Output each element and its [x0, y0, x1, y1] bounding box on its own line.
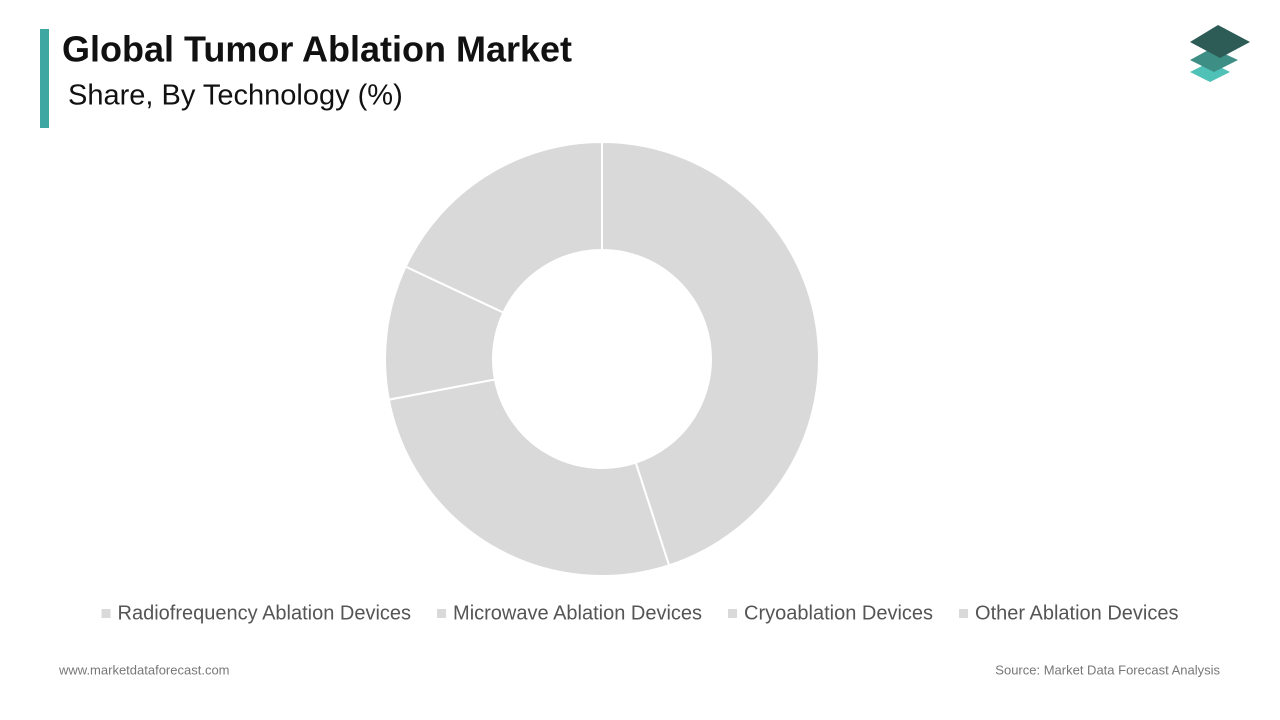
source: Source: Market Data Forecast Analysis	[995, 662, 1220, 677]
legend-label: Radiofrequency Ablation Devices	[118, 602, 412, 624]
legend-label: Cryoablation Devices	[744, 602, 933, 624]
legend-swatch	[959, 609, 969, 618]
donut-segment	[601, 140, 820, 567]
chart-subtitle: Share, By Technology (%)	[68, 80, 403, 112]
legend-label: Microwave Ablation Devices	[453, 602, 702, 624]
logo	[1190, 25, 1250, 82]
chart-title: Global Tumor Ablation Market	[62, 29, 572, 70]
legend-swatch	[101, 609, 111, 618]
legend-swatch	[728, 609, 738, 618]
title-accent	[40, 29, 49, 128]
legend: Radiofrequency Ablation Devices Microwave…	[101, 602, 1178, 624]
legend-swatch	[437, 609, 447, 618]
legend-label: Other Ablation Devices	[975, 602, 1178, 624]
donut-segment	[404, 140, 603, 314]
website: www.marketdataforecast.com	[58, 662, 230, 677]
donut-segment	[387, 378, 671, 577]
